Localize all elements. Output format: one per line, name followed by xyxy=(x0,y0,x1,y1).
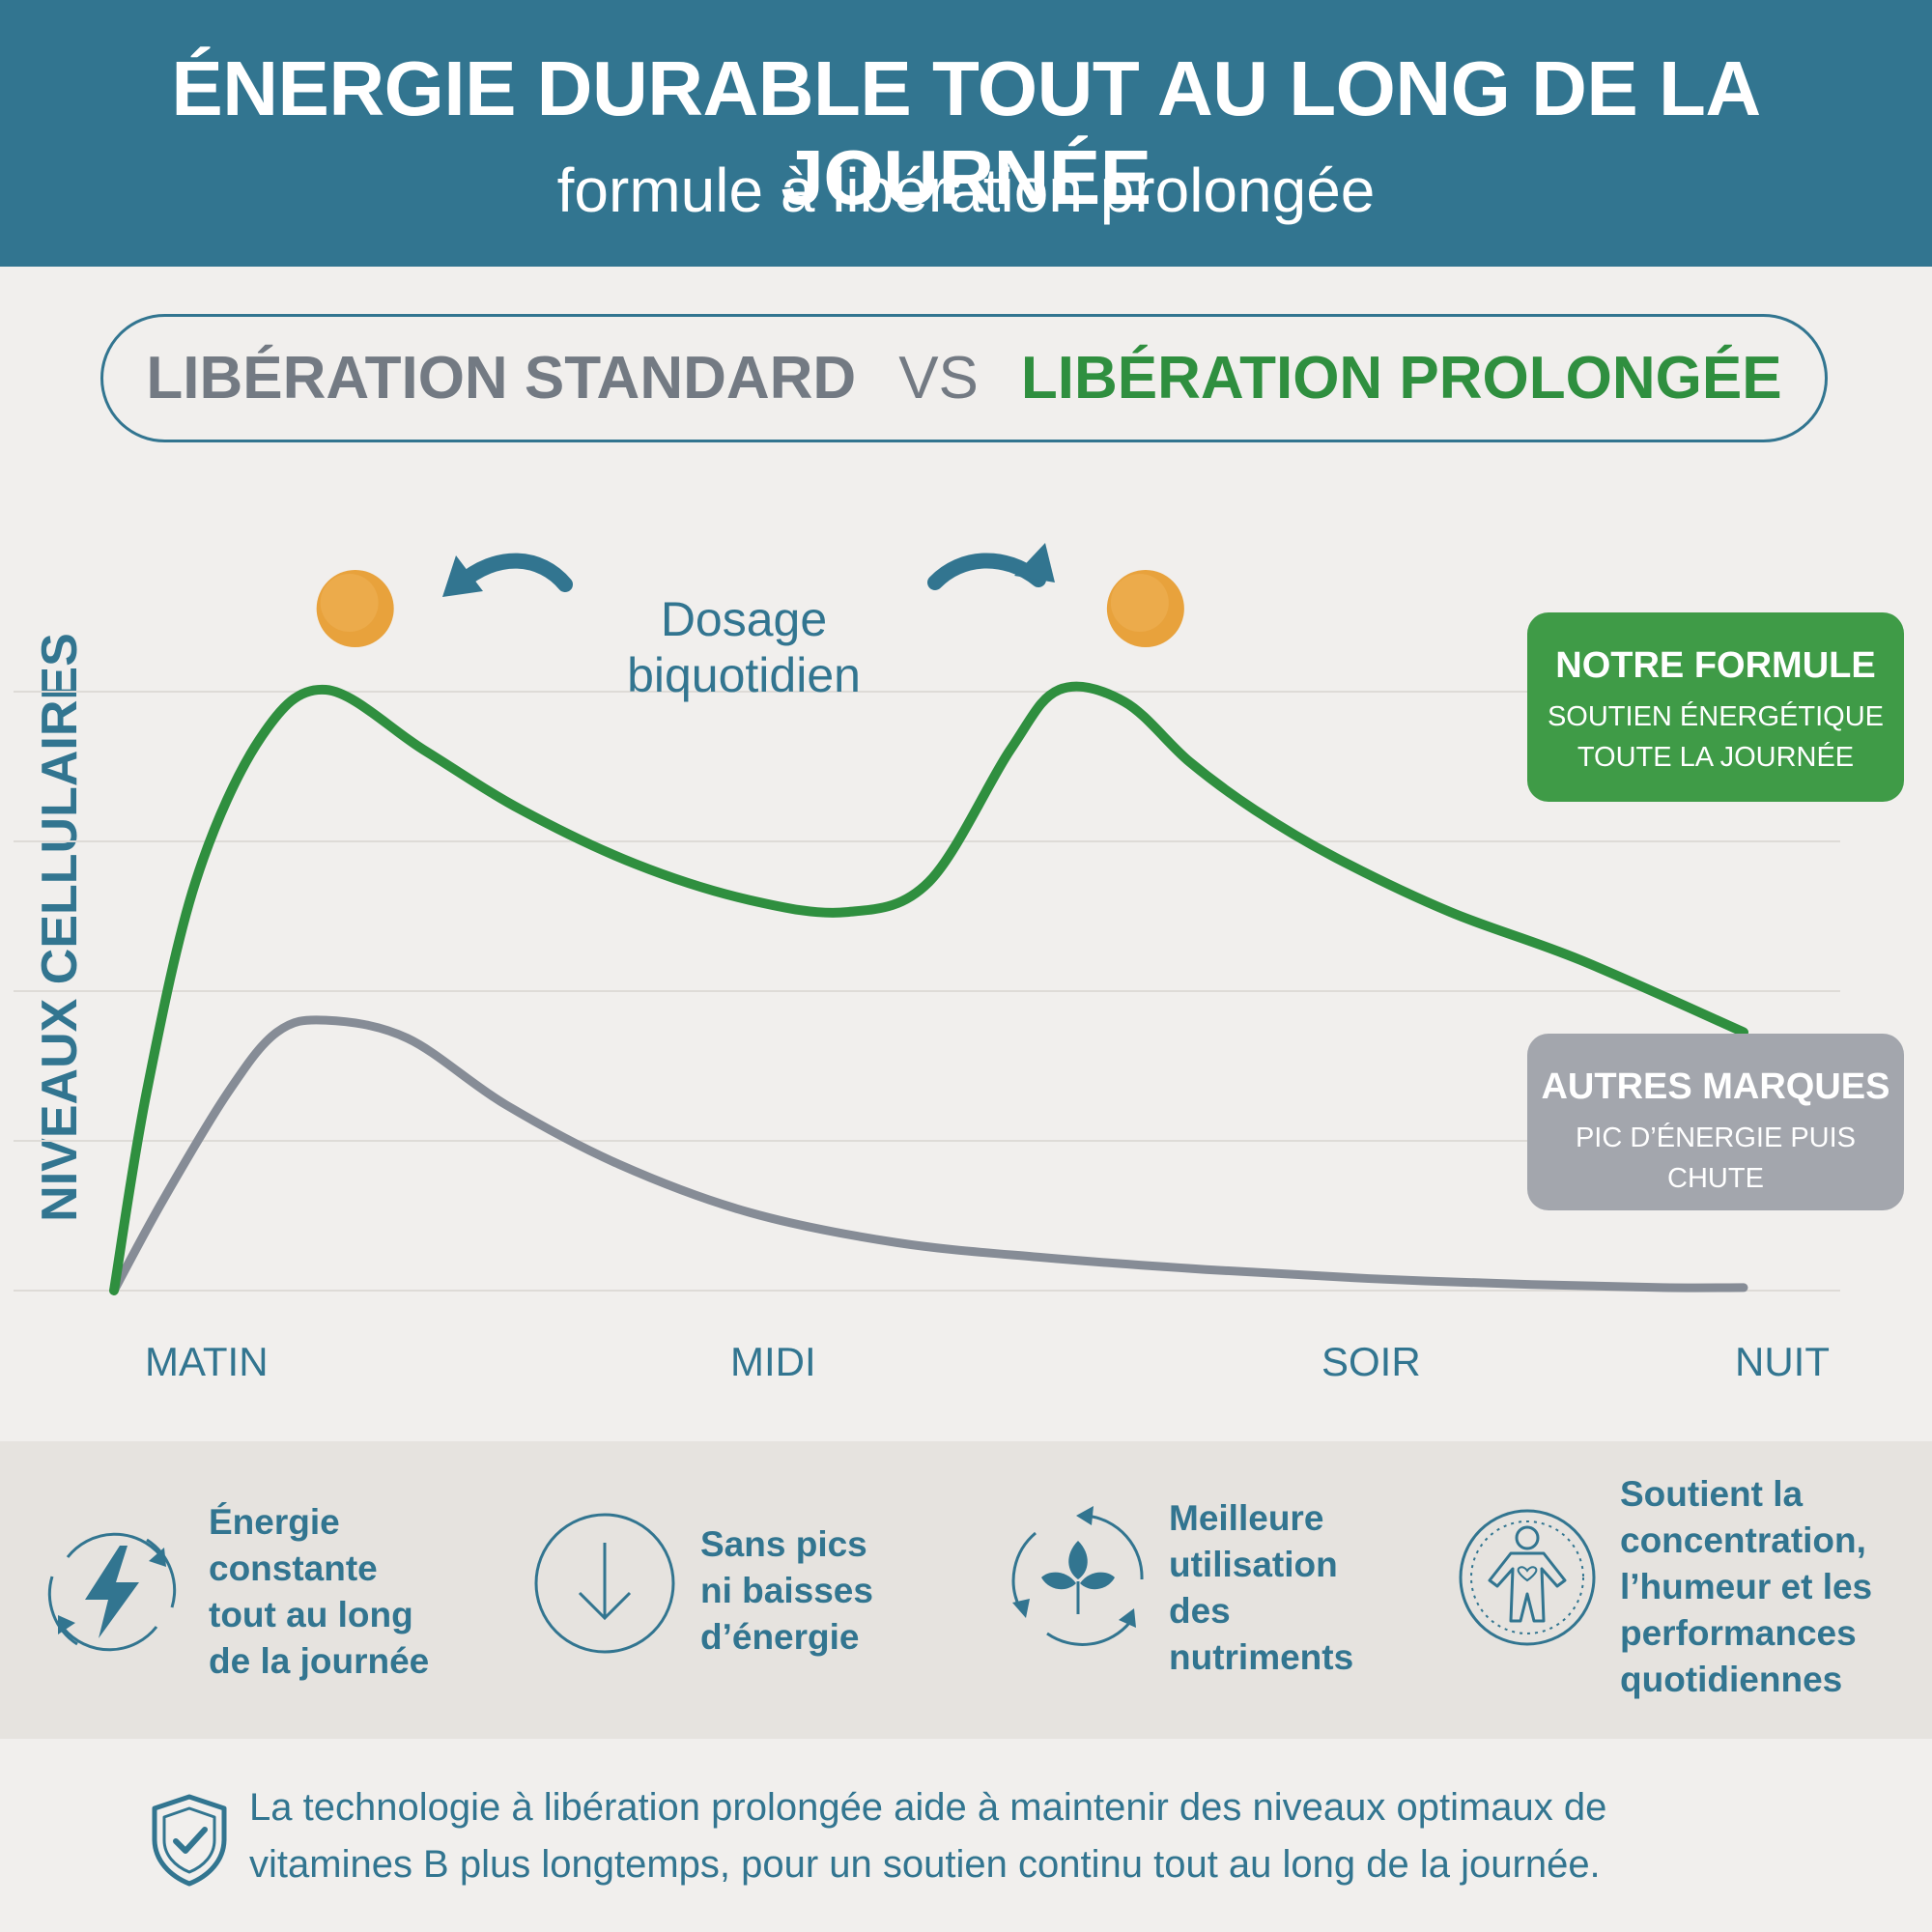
feature-2-text: Sans pics ni baisses d’énergie xyxy=(700,1521,873,1661)
dosage-annotation: Dosage biquotidien xyxy=(541,591,947,703)
feature-4-line: concentration, xyxy=(1620,1520,1866,1560)
feature-4-line: l’humeur et les xyxy=(1620,1567,1873,1606)
legend-our-formula: NOTRE FORMULE SOUTIEN ÉNERGÉTIQUE TOUTE … xyxy=(1527,612,1904,802)
feature-1-line: tout au long xyxy=(209,1595,413,1634)
dose-markers xyxy=(316,570,1184,647)
feature-2-line: d’énergie xyxy=(700,1617,860,1657)
feature-3-text: Meilleure utilisation des nutriments xyxy=(1169,1495,1353,1681)
feature-4-line: performances xyxy=(1620,1613,1857,1653)
feature-1-line: Énergie xyxy=(209,1502,340,1542)
shield-check-icon xyxy=(152,1794,227,1887)
features-band xyxy=(0,1441,1932,1739)
footer-text: La technologie à libération prolongée ai… xyxy=(249,1779,1891,1893)
page-title: ÉNERGIE DURABLE TOUT AU LONG DE LA JOURN… xyxy=(171,45,1761,220)
legend-our-formula-desc: SOUTIEN ÉNERGÉTIQUE TOUTE LA JOURNÉE xyxy=(1547,701,1885,773)
pill-dose-highlight xyxy=(320,574,379,632)
legend-other-brands: AUTRES MARQUES PIC D’ÉNERGIE PUIS CHUTE xyxy=(1527,1034,1904,1210)
standard-release-label: LIBÉRATION STANDARD xyxy=(146,345,857,412)
arrow-head-left-icon xyxy=(442,555,483,597)
leaf-cycle-icon xyxy=(1011,1506,1144,1646)
series-line-other-brands xyxy=(109,1015,1748,1295)
legend-other-brands-title: AUTRES MARQUES xyxy=(1541,1066,1890,1107)
x-tick-midi: MIDI xyxy=(730,1339,816,1384)
down-arrow-icon xyxy=(534,1513,675,1654)
curved-arrow-left-icon xyxy=(451,553,573,592)
feature-3-line: Meilleure xyxy=(1169,1498,1324,1538)
page-subtitle: formule à libération prolongée xyxy=(556,156,1376,225)
feature-1-line: constante xyxy=(209,1548,378,1588)
series-line-our-formula xyxy=(109,681,1748,1295)
feature-1-line: de la journée xyxy=(209,1641,430,1681)
lightning-cycle-icon xyxy=(47,1532,177,1652)
feature-1-text: Énergie constante tout au long de la jou… xyxy=(209,1499,429,1685)
x-tick-nuit: NUIT xyxy=(1735,1339,1830,1384)
feature-4-line: Soutient la xyxy=(1620,1474,1804,1514)
person-heart-icon xyxy=(1459,1509,1596,1646)
feature-3-line: nutriments xyxy=(1169,1637,1354,1677)
prolonged-release-label: LIBÉRATION PROLONGÉE xyxy=(1020,345,1782,412)
footer-line1: La technologie à libération prolongée ai… xyxy=(249,1786,1607,1829)
vs-label: VS xyxy=(898,345,979,412)
legend-our-formula-title: NOTRE FORMULE xyxy=(1555,645,1876,686)
x-tick-matin: MATIN xyxy=(145,1339,269,1384)
feature-4-line: quotidiennes xyxy=(1620,1660,1843,1699)
feature-2-line: Sans pics xyxy=(700,1524,867,1564)
arrow-head-right-icon xyxy=(1014,543,1055,582)
footer-line2: vitamines B plus longtemps, pour un sout… xyxy=(249,1843,1601,1886)
chart-lines xyxy=(109,681,1748,1295)
feature-3-line: utilisation xyxy=(1169,1545,1338,1584)
pill-dose-highlight xyxy=(1110,574,1169,632)
pill-dose-icon xyxy=(316,570,394,647)
x-tick-soir: SOIR xyxy=(1321,1339,1421,1384)
feature-4-text: Soutient la concentration, l’humeur et l… xyxy=(1620,1471,1872,1703)
feature-2-line: ni baisses xyxy=(700,1571,873,1610)
feature-3-line: des xyxy=(1169,1591,1231,1631)
header-banner: ÉNERGIE DURABLE TOUT AU LONG DE LA JOURN… xyxy=(0,0,1932,267)
dosage-line1: Dosage xyxy=(660,592,828,646)
dosage-line2: biquotidien xyxy=(627,648,861,702)
comparison-pill: LIBÉRATION STANDARD VS LIBÉRATION PROLON… xyxy=(100,314,1828,442)
legend-other-brands-desc: PIC D’ÉNERGIE PUIS CHUTE xyxy=(1575,1122,1857,1194)
pill-dose-icon xyxy=(1106,570,1184,647)
